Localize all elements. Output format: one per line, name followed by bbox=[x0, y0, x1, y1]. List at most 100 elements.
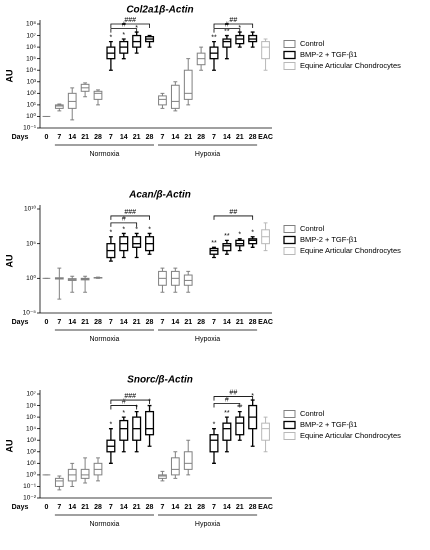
legend-label: Control bbox=[300, 39, 325, 48]
box bbox=[158, 95, 167, 106]
y-axis-label: AU bbox=[4, 255, 14, 268]
legend-label: BMP-2 + TGF-β1 bbox=[300, 420, 357, 429]
group-label: Hypoxia bbox=[195, 336, 220, 343]
x-tick-label: 28 bbox=[197, 319, 205, 326]
y-tick-label: 10⁻¹ bbox=[23, 483, 37, 490]
x-tick-label: 14 bbox=[120, 134, 128, 141]
x-tick-label: 14 bbox=[171, 504, 179, 511]
y-tick-label: 10⁰ bbox=[26, 274, 36, 282]
x-tick-label: 21 bbox=[184, 134, 192, 141]
y-tick-label: 10⁻⁵ bbox=[23, 310, 37, 317]
box bbox=[209, 247, 219, 255]
whisker bbox=[57, 267, 62, 300]
bracket bbox=[213, 215, 254, 220]
significance-marker: ** bbox=[237, 404, 243, 411]
x-tick-label: 7 bbox=[109, 319, 113, 326]
x-tick-label: 14 bbox=[68, 319, 76, 326]
x-tick-label: 14 bbox=[68, 504, 76, 511]
group-label: Hypoxia bbox=[195, 151, 220, 158]
box bbox=[93, 90, 103, 100]
x-tick-label: 7 bbox=[212, 504, 216, 511]
y-tick-label: 10⁷ bbox=[26, 391, 36, 398]
bracket bbox=[110, 23, 150, 28]
x-tick-label: 14 bbox=[120, 319, 128, 326]
y-tick-label: 10⁶ bbox=[26, 402, 36, 409]
box bbox=[248, 238, 258, 245]
significance-marker: * bbox=[110, 422, 113, 429]
x-tick-label: 21 bbox=[133, 319, 141, 326]
x-tick-label: EAC bbox=[258, 319, 273, 326]
x-tick-label: 28 bbox=[146, 319, 154, 326]
x-tick-label: 28 bbox=[146, 504, 154, 511]
bracket bbox=[213, 403, 241, 408]
legend-swatch bbox=[283, 225, 296, 233]
chart-title: Col2a1β-Actin bbox=[126, 5, 193, 16]
box bbox=[132, 236, 142, 248]
y-tick-label: 10⁴ bbox=[26, 67, 36, 74]
legend-swatch bbox=[283, 432, 296, 440]
y-tick-label: 10³ bbox=[27, 78, 37, 85]
bracket bbox=[213, 396, 254, 401]
x-tick-label: 7 bbox=[160, 504, 164, 511]
chart-title: Acan/β-Actin bbox=[128, 190, 191, 201]
box bbox=[261, 41, 270, 60]
y-tick-label: 10² bbox=[27, 90, 37, 97]
x-tick-label: 14 bbox=[223, 504, 231, 511]
box bbox=[119, 419, 129, 441]
legend-swatch bbox=[283, 235, 296, 245]
bracket-label: # bbox=[122, 398, 126, 405]
significance-marker: * bbox=[122, 226, 125, 233]
y-tick-label: 10⁻² bbox=[23, 495, 37, 502]
legend-label: Equine Articular Chondrocytes bbox=[300, 61, 401, 70]
x-tick-label: 21 bbox=[81, 504, 89, 511]
bracket bbox=[110, 222, 138, 227]
bracket-label: # bbox=[122, 216, 126, 223]
y-tick-label: 10⁵ bbox=[26, 414, 36, 421]
x-tick-label: 7 bbox=[109, 504, 113, 511]
legend-swatch bbox=[283, 420, 296, 430]
y-tick-label: 10⁷ bbox=[26, 32, 36, 39]
y-tick-label: 10⁰ bbox=[26, 471, 36, 479]
box bbox=[222, 422, 232, 441]
bracket bbox=[213, 28, 241, 33]
legend-swatch bbox=[283, 410, 296, 418]
x-tick-label: 7 bbox=[212, 319, 216, 326]
x-axis-label: Days bbox=[12, 319, 29, 326]
box bbox=[222, 38, 232, 48]
significance-marker: ** bbox=[211, 240, 217, 247]
x-axis-label: Days bbox=[12, 134, 29, 141]
bracket bbox=[110, 405, 138, 410]
bracket bbox=[213, 23, 254, 28]
bracket-label: ## bbox=[229, 389, 237, 396]
legend-swatch bbox=[283, 247, 296, 255]
x-tick-label: 28 bbox=[146, 134, 154, 141]
x-tick-label: EAC bbox=[258, 134, 273, 141]
bracket bbox=[110, 215, 150, 220]
group-label: Normoxia bbox=[89, 336, 119, 343]
x-axis-label: Days bbox=[12, 504, 29, 511]
group-label: Normoxia bbox=[89, 521, 119, 528]
x-tick-label: 14 bbox=[223, 134, 231, 141]
x-tick-label: 28 bbox=[197, 134, 205, 141]
legend-swatch bbox=[283, 40, 296, 48]
x-tick-label: 0 bbox=[44, 504, 48, 511]
legend-swatch bbox=[283, 50, 296, 60]
y-tick-label: 10⁻¹ bbox=[23, 125, 37, 132]
x-tick-label: 21 bbox=[133, 504, 141, 511]
x-tick-label: 21 bbox=[236, 504, 244, 511]
legend-label: Control bbox=[300, 224, 325, 233]
x-tick-label: 7 bbox=[57, 504, 61, 511]
y-tick-label: 10⁶ bbox=[26, 44, 36, 51]
significance-marker: * bbox=[238, 232, 241, 239]
box bbox=[170, 457, 180, 476]
x-tick-label: 28 bbox=[249, 504, 257, 511]
x-tick-label: 7 bbox=[160, 319, 164, 326]
significance-marker: ** bbox=[211, 34, 217, 41]
x-tick-label: 7 bbox=[212, 134, 216, 141]
significance-marker: * bbox=[122, 32, 125, 39]
x-tick-label: 28 bbox=[94, 134, 102, 141]
y-tick-label: 10⁸ bbox=[26, 21, 36, 28]
chart-title: Snorc/β-Actin bbox=[127, 375, 193, 386]
legend-label: BMP-2 + TGF-β1 bbox=[300, 235, 357, 244]
